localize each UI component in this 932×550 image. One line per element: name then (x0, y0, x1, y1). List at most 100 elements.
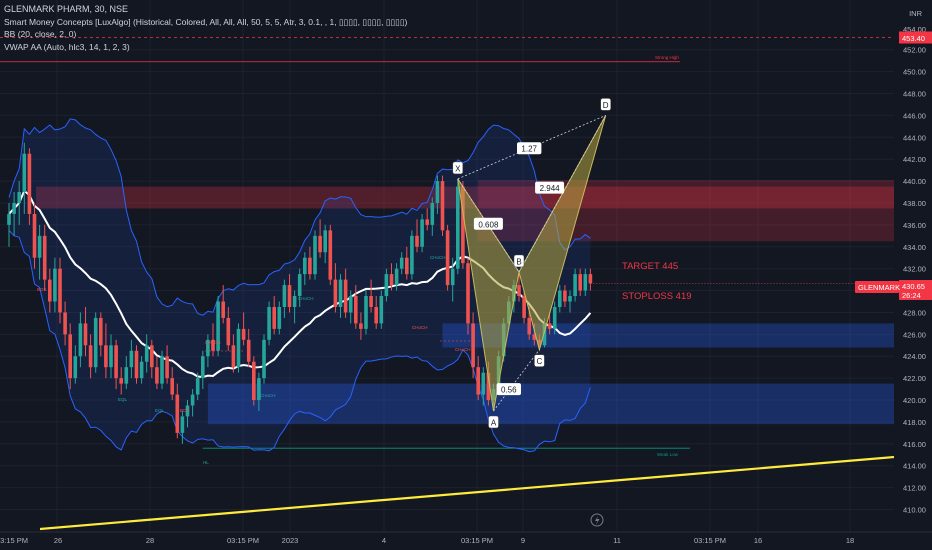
time-tick-label: 03:15 PM (694, 536, 726, 545)
candle (257, 372, 261, 411)
candle (42, 224, 47, 291)
candle (374, 296, 378, 329)
candle-body (394, 268, 399, 286)
alert-price-badge (899, 31, 932, 44)
candle (292, 290, 297, 324)
candle (338, 274, 343, 318)
pattern-ratio: 2.944 (535, 181, 565, 194)
candle (466, 257, 470, 335)
candle-body (78, 323, 83, 357)
candle (267, 301, 271, 346)
pattern-ratio-label: 0.56 (501, 386, 517, 395)
candle (578, 268, 582, 297)
demand-zone (207, 383, 894, 425)
candle-body (517, 285, 521, 297)
candle-body (63, 312, 67, 335)
candle (272, 296, 276, 335)
candle-body (17, 192, 21, 203)
vwap-indicator-label[interactable]: VWAP AA (Auto, hlc3, 14, 1, 2, 3) (4, 41, 130, 52)
price-tick-label: 426.00 (903, 330, 926, 339)
candle (37, 224, 42, 280)
candle (22, 142, 27, 214)
pattern-point-c: C (534, 354, 545, 367)
candle (547, 312, 552, 335)
candle (93, 312, 98, 373)
price-tick-label: 444.00 (903, 133, 926, 142)
price-tick-label: 438.00 (903, 199, 926, 208)
candle (144, 334, 149, 373)
candle (262, 334, 266, 384)
candle-body (568, 296, 572, 302)
candle (99, 312, 103, 357)
candle (221, 285, 225, 324)
pattern-ratio: 1.27 (517, 142, 542, 155)
smc-label: CHoCH (430, 255, 446, 260)
candle (236, 323, 241, 373)
candle-body (252, 361, 256, 401)
candle (573, 268, 577, 302)
candle-body (262, 339, 266, 379)
candle-body (134, 350, 139, 379)
candle-body (354, 296, 358, 324)
candle-body (522, 296, 526, 318)
candle-body (160, 356, 164, 384)
candle-body (563, 290, 567, 302)
strong-high-label: Strong High (655, 55, 679, 60)
candle-body (410, 235, 414, 275)
weak-low-label: Weak Low (657, 452, 679, 457)
candle-body (155, 367, 159, 384)
candle-body (226, 317, 231, 346)
time-tick-label: 2023 (282, 536, 299, 545)
candle (206, 334, 210, 368)
pattern-dotted-line (493, 349, 540, 412)
price-tick-label: 420.00 (903, 396, 926, 405)
candle (63, 301, 67, 346)
candle (170, 367, 174, 401)
candle (150, 339, 154, 379)
candle-body (150, 345, 154, 368)
bb-indicator-label[interactable]: BB (20, close, 2, 0) (4, 29, 77, 39)
candle-body (430, 202, 435, 225)
candle-body (486, 372, 491, 401)
price-tick-label: 416.00 (903, 440, 926, 449)
pattern-ratio-box (517, 142, 542, 155)
smc-label: EQL (155, 408, 165, 413)
candle-body (374, 306, 378, 324)
candle-body (175, 394, 180, 433)
candle-body (547, 323, 552, 329)
smc-label: HL (203, 460, 209, 465)
candle (88, 334, 93, 379)
candle-body (379, 296, 384, 324)
candle-body (466, 263, 470, 324)
candle-body (119, 378, 123, 384)
candle-body (165, 356, 169, 379)
candle-body (257, 378, 261, 401)
candle (277, 301, 282, 335)
candle (109, 334, 113, 379)
indicator-legend: GLENMARK PHARM, 30, NSE Smart Money Conc… (4, 3, 407, 53)
candle-body (216, 301, 220, 351)
last-price-label: 430.65 (902, 282, 925, 291)
candle-body (445, 230, 450, 286)
candle (114, 339, 118, 390)
pattern-point-box (488, 415, 499, 429)
symbol-title[interactable]: GLENMARK PHARM, 30, NSE (4, 4, 129, 14)
bollinger-upper (8, 118, 591, 316)
pattern-ratio: 0.56 (496, 383, 521, 396)
candle-body (109, 345, 113, 368)
candle (185, 400, 190, 428)
candle (343, 268, 348, 318)
candle-body (144, 345, 149, 362)
smc-indicator-label[interactable]: Smart Money Concepts [LuxAlgo] (Historic… (4, 16, 408, 27)
pattern-ratio-box (496, 383, 521, 396)
candle-body (267, 306, 271, 340)
candle-body (359, 323, 363, 329)
price-tick-label: 446.00 (903, 111, 926, 120)
smc-label: CHoCH (298, 296, 314, 301)
candle (471, 312, 475, 379)
smc-label: BOS (180, 408, 190, 413)
candle (394, 263, 399, 291)
time-tick-label: 03:15 PM (227, 536, 259, 545)
candle (175, 383, 180, 439)
